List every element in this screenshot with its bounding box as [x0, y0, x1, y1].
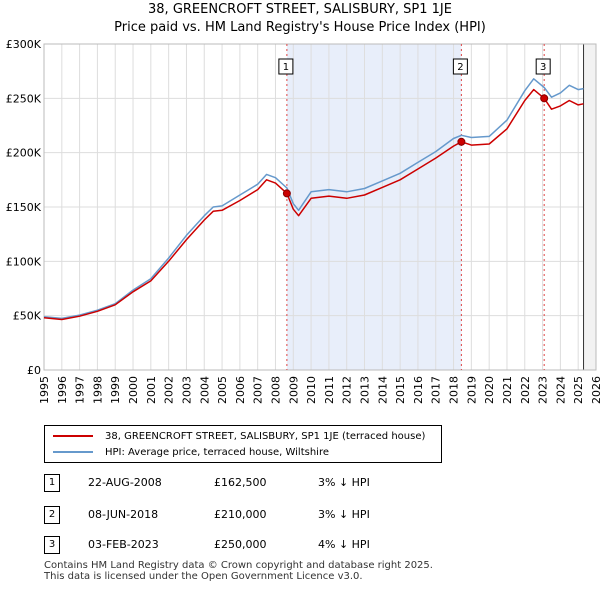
sale-hpi-diff: 3% ↓ HPI — [318, 476, 370, 489]
sale-row: 3 03-FEB-2023 £250,000 4% ↓ HPI — [44, 536, 424, 554]
x-tick-label: 2022 — [519, 376, 532, 404]
x-tick-label: 2000 — [127, 376, 140, 404]
y-tick-label: £150K — [6, 201, 42, 214]
y-tick-label: £200K — [6, 147, 42, 160]
x-tick-label: 2005 — [216, 376, 229, 404]
chart-subtitle: Price paid vs. HM Land Registry's House … — [114, 20, 486, 35]
x-tick-label: 2012 — [341, 376, 354, 404]
footer-attribution: Contains HM Land Registry data © Crown c… — [44, 560, 433, 582]
sale-marker-label: 2 — [457, 62, 463, 73]
sale-price: £162,500 — [214, 476, 267, 489]
x-tick-label: 2002 — [163, 376, 176, 404]
legend-property-swatch — [53, 435, 93, 437]
x-tick-label: 2026 — [590, 376, 600, 404]
sale-number-badge: 2 — [44, 506, 60, 524]
x-tick-label: 2014 — [376, 376, 389, 404]
x-tick-label: 2010 — [305, 376, 318, 404]
x-tick-label: 2023 — [537, 376, 550, 404]
x-tick-label: 2003 — [180, 376, 193, 404]
x-tick-label: 2016 — [412, 376, 425, 404]
x-tick-label: 2013 — [359, 376, 372, 404]
hpi-line — [43, 78, 584, 320]
x-tick-label: 2007 — [252, 376, 265, 404]
x-tick-label: 2019 — [465, 376, 478, 404]
sale-point — [540, 94, 549, 103]
sale-marker-box — [278, 58, 294, 75]
sale-price: £210,000 — [214, 508, 267, 521]
sale-point — [457, 137, 466, 146]
x-tick-label: 2011 — [323, 376, 336, 404]
x-tick-label: 1995 — [38, 376, 51, 404]
legend-hpi: HPI: Average price, terraced house, Wilt… — [53, 445, 329, 459]
y-tick-label: £100K — [6, 255, 42, 268]
sale-number-badge: 1 — [44, 474, 60, 492]
x-tick-label: 1996 — [56, 376, 69, 404]
chart-legend: 38, GREENCROFT STREET, SALISBURY, SP1 1J… — [44, 425, 442, 463]
sale-number-badge: 3 — [44, 536, 60, 554]
x-tick-label: 2008 — [269, 376, 282, 404]
sale-date: 22-AUG-2008 — [88, 476, 162, 489]
y-tick-label: £250K — [6, 92, 42, 105]
chart-title: 38, GREENCROFT STREET, SALISBURY, SP1 1J… — [148, 2, 452, 17]
legend-property: 38, GREENCROFT STREET, SALISBURY, SP1 1J… — [53, 429, 425, 443]
plot-frame — [43, 43, 597, 371]
price-chart: £0 £50K £100K £150K £200K £250K £300K 1995 1996 1… — [6, 38, 600, 404]
x-tick-label: 2001 — [145, 376, 158, 404]
legend-property-label: 38, GREENCROFT STREET, SALISBURY, SP1 1J… — [105, 430, 426, 442]
sale-date: 03-FEB-2023 — [88, 538, 159, 551]
y-tick-label: £0 — [27, 364, 41, 377]
y-tick-label: £300K — [6, 38, 42, 51]
sale-row: 1 22-AUG-2008 £162,500 3% ↓ HPI — [44, 474, 424, 492]
sale-marker-box — [535, 58, 551, 75]
legend-hpi-label: HPI: Average price, terraced house, Wilt… — [105, 446, 329, 458]
sale-row: 2 08-JUN-2018 £210,000 3% ↓ HPI — [44, 506, 424, 524]
sale-point — [282, 189, 291, 198]
legend-hpi-swatch — [53, 451, 93, 453]
sale-hpi-diff: 3% ↓ HPI — [318, 508, 370, 521]
sale-price: £250,000 — [214, 538, 267, 551]
sale-hpi-diff: 4% ↓ HPI — [318, 538, 370, 551]
x-tick-label: 2009 — [287, 376, 300, 404]
x-tick-label: 2018 — [448, 376, 461, 404]
property-price-line — [43, 88, 584, 321]
y-tick-label: £50K — [13, 310, 42, 323]
sale-marker-label: 3 — [540, 62, 546, 73]
x-tick-label: 2021 — [501, 376, 514, 404]
x-tick-label: 2006 — [234, 376, 247, 404]
sale-marker-box — [452, 58, 468, 75]
footer-line-1: Contains HM Land Registry data © Crown c… — [44, 560, 433, 571]
forecast-region — [583, 44, 596, 370]
sale-marker-label: 1 — [283, 62, 289, 73]
x-tick-label: 2004 — [198, 376, 211, 404]
x-tick-label: 1997 — [74, 376, 87, 404]
x-tick-label: 2024 — [554, 376, 567, 404]
x-tick-label: 2025 — [572, 376, 585, 404]
sale-date: 08-JUN-2018 — [88, 508, 159, 521]
x-tick-label: 2015 — [394, 376, 407, 404]
footer-line-2: This data is licensed under the Open Gov… — [44, 571, 363, 582]
x-tick-label: 1998 — [91, 376, 104, 404]
x-tick-label: 2020 — [483, 376, 496, 404]
x-tick-label: 1999 — [109, 376, 122, 404]
x-tick-label: 2017 — [430, 376, 443, 404]
